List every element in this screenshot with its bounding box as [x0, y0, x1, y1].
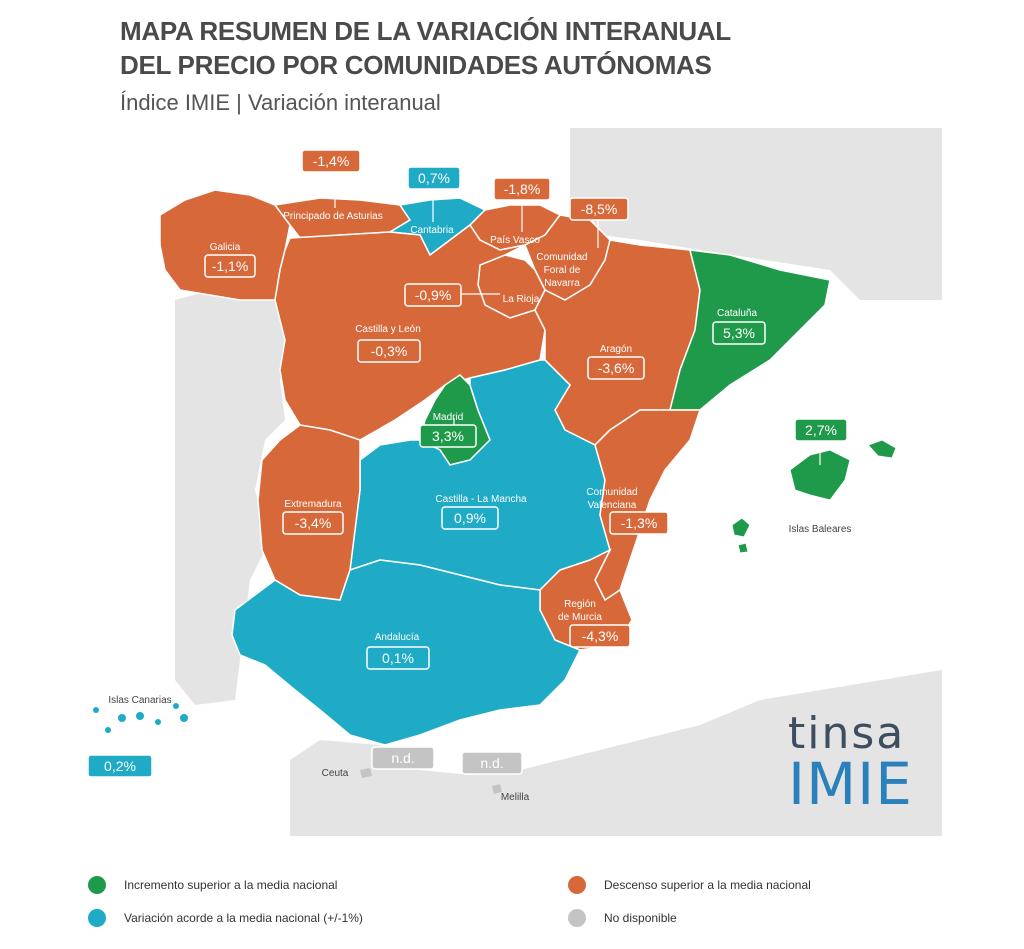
label-canarias: 0,2% Islas Canarias — [87, 695, 172, 778]
legend-swatch-orange — [568, 876, 586, 894]
name-canarias: Islas Canarias — [108, 695, 171, 706]
france-land — [570, 128, 942, 300]
label-navarra: -8,5% Comunidad Foral de Navarra — [536, 197, 629, 289]
name-cantabria: Cantabria — [410, 225, 454, 236]
value-cantabria: 0,7% — [418, 170, 450, 186]
portugal-land — [175, 285, 300, 705]
legend-item-grey: No disponible — [568, 909, 677, 927]
map-subtitle: Índice IMIE | Variación interanual — [120, 90, 441, 115]
name-la-rioja: La Rioja — [503, 294, 540, 305]
label-madrid: 3,3% Madrid — [419, 412, 477, 448]
leader-lines — [119, 170, 821, 758]
value-navarra: -8,5% — [581, 201, 618, 217]
value-aragon: -3,6% — [598, 360, 635, 376]
legend-label-orange: Descenso superior a la media nacional — [604, 878, 811, 892]
name-murcia-2: de Murcia — [558, 612, 602, 623]
label-pais-vasco: -1,8% País Vasco — [490, 177, 551, 246]
value-melilla: n.d. — [480, 755, 503, 771]
melilla-marker — [492, 784, 502, 794]
name-valenciana-2: Valenciana — [588, 500, 637, 511]
value-castilla-leon: -0,3% — [371, 343, 408, 359]
name-murcia-1: Región — [564, 599, 596, 610]
name-andalucia: Andalucía — [375, 632, 420, 643]
label-baleares: 2,7% Islas Baleares — [789, 418, 852, 535]
name-castilla-leon: Castilla y León — [355, 324, 421, 335]
value-ceuta: n.d. — [391, 750, 414, 766]
legend-swatch-blue — [88, 909, 106, 927]
label-galicia: -1,1% Galicia — [204, 242, 256, 278]
legend-label-grey: No disponible — [604, 911, 677, 925]
name-extremadura: Extremadura — [284, 499, 342, 510]
value-madrid: 3,3% — [432, 428, 464, 444]
value-pais-vasco: -1,8% — [504, 181, 541, 197]
name-valenciana-1: Comunidad — [586, 487, 637, 498]
name-galicia: Galicia — [210, 242, 241, 253]
name-asturias: Principado de Asturias — [283, 211, 383, 222]
name-cataluna: Cataluña — [717, 308, 757, 319]
label-extremadura: -3,4% Extremadura — [282, 499, 344, 535]
value-labels: -1,1% Galicia -1,4% Principado de Asturi… — [87, 149, 852, 803]
logo-line-2: IMIE — [788, 750, 913, 818]
label-cantabria: 0,7% Cantabria — [407, 166, 461, 236]
name-castilla-la-mancha: Castilla - La Mancha — [435, 494, 527, 505]
label-valenciana: -1,3% Comunidad Valenciana — [586, 487, 669, 535]
legend-swatch-grey — [568, 909, 586, 927]
legend-item-blue: Variación acorde a la media nacional (+/… — [88, 909, 363, 927]
region-menorca[interactable] — [867, 439, 897, 459]
name-melilla: Melilla — [501, 792, 530, 803]
tinsa-imie-logo: tinsa IMIE — [788, 708, 913, 818]
name-navarra-3: Navarra — [544, 278, 580, 289]
region-ibiza[interactable] — [731, 517, 751, 538]
region-formentera[interactable] — [737, 542, 749, 554]
label-melilla: n.d. Melilla — [461, 751, 530, 803]
legend-swatch-green — [88, 876, 106, 894]
label-cataluna: 5,3% Cataluña — [712, 308, 766, 345]
region-baleares[interactable] — [789, 449, 851, 501]
value-cataluna: 5,3% — [723, 325, 755, 341]
title-line-1: MAPA RESUMEN DE LA VARIACIÓN INTERANUAL — [120, 16, 731, 46]
name-navarra-2: Foral de — [544, 265, 581, 276]
name-madrid: Madrid — [433, 412, 464, 423]
value-baleares: 2,7% — [805, 422, 837, 438]
value-murcia: -4,3% — [582, 628, 619, 644]
legend-label-blue: Variación acorde a la media nacional (+/… — [124, 911, 363, 925]
legend-label-green: Incremento superior a la media nacional — [124, 878, 338, 892]
value-galicia: -1,1% — [212, 258, 249, 274]
label-murcia: -4,3% Región de Murcia — [558, 599, 631, 648]
title-line-2: DEL PRECIO POR COMUNIDADES AUTÓNOMAS — [120, 50, 712, 80]
label-andalucia: 0,1% Andalucía — [366, 632, 430, 670]
value-extremadura: -3,4% — [295, 515, 332, 531]
label-castilla-la-mancha: 0,9% Castilla - La Mancha — [435, 494, 527, 530]
label-asturias: -1,4% Principado de Asturias — [283, 149, 383, 222]
name-pais-vasco: País Vasco — [490, 235, 540, 246]
ceuta-marker — [360, 768, 372, 778]
label-aragon: -3,6% Aragón — [587, 344, 645, 380]
label-la-rioja: -0,9% La Rioja — [404, 283, 540, 307]
map-title: MAPA RESUMEN DE LA VARIACIÓN INTERANUAL … — [120, 14, 820, 82]
legend-item-orange: Descenso superior a la media nacional — [568, 876, 811, 894]
label-castilla-leon: -0,3% Castilla y León — [355, 324, 421, 363]
name-ceuta: Ceuta — [322, 768, 349, 779]
value-la-rioja: -0,9% — [415, 287, 452, 303]
value-valenciana: -1,3% — [621, 515, 658, 531]
name-baleares: Islas Baleares — [789, 524, 852, 535]
value-castilla-la-mancha: 0,9% — [454, 510, 486, 526]
region-canarias[interactable] — [93, 703, 188, 733]
value-canarias: 0,2% — [104, 758, 136, 774]
value-asturias: -1,4% — [313, 153, 350, 169]
name-navarra-1: Comunidad — [536, 252, 587, 263]
africa-land — [290, 670, 942, 836]
name-aragon: Aragón — [600, 344, 632, 355]
value-andalucia: 0,1% — [382, 650, 414, 666]
label-ceuta: n.d. Ceuta — [322, 746, 435, 779]
legend-item-green: Incremento superior a la media nacional — [88, 876, 337, 894]
logo-line-1: tinsa — [788, 708, 906, 759]
